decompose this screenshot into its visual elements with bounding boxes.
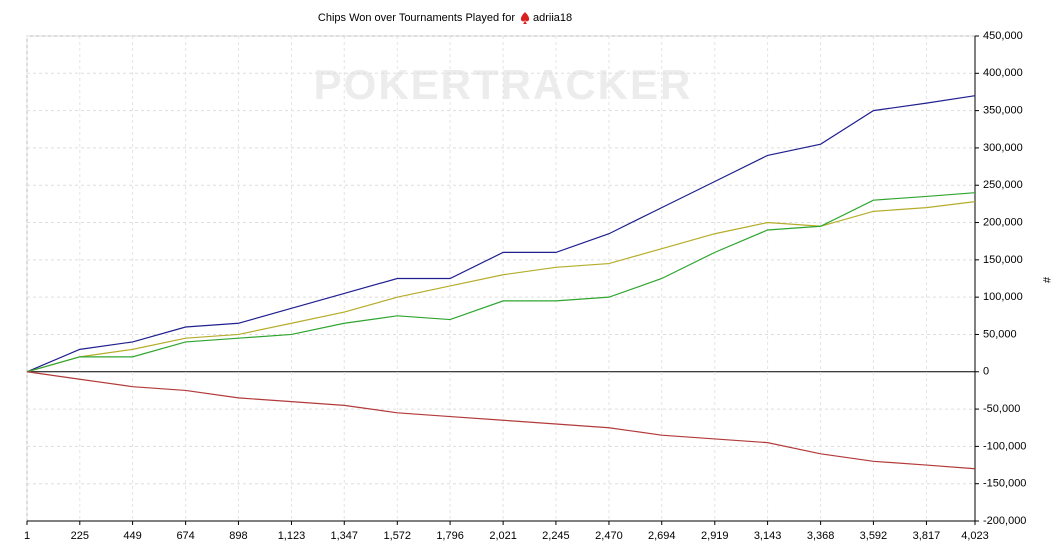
x-tick-label: 1,347: [330, 530, 358, 542]
y-tick-label: 450,000: [983, 30, 1023, 42]
x-tick-label: 1,123: [278, 530, 306, 542]
x-tick-label: 3,592: [860, 530, 888, 542]
x-tick-label: 2,470: [595, 530, 623, 542]
y-tick-label: 0: [983, 366, 989, 378]
x-tick-label: 898: [229, 530, 247, 542]
x-tick-label: 2,245: [542, 530, 570, 542]
y-tick-label: 50,000: [983, 328, 1017, 340]
x-tick-label: 2,919: [701, 530, 729, 542]
y-tick-label: -50,000: [983, 403, 1020, 415]
y-tick-label: -200,000: [983, 515, 1026, 527]
x-tick-label: 1: [24, 530, 30, 542]
y-tick-label: 350,000: [983, 105, 1023, 117]
spade-icon: [520, 12, 530, 24]
x-tick-label: 3,143: [754, 530, 782, 542]
x-tick-label: 449: [123, 530, 141, 542]
series-line: [26, 371, 976, 470]
x-tick-label: 2,694: [648, 530, 676, 542]
x-tick-label: 1,572: [384, 530, 412, 542]
watermark: POKERTRACKER: [314, 61, 693, 108]
chart-title: Chips Won over Tournaments Played for: [318, 12, 515, 24]
y-tick-label: 400,000: [983, 67, 1023, 79]
x-tick-label: 3,368: [807, 530, 835, 542]
x-tick-label: 674: [176, 530, 194, 542]
y-tick-label: -100,000: [983, 440, 1026, 452]
y-tick-label: 200,000: [983, 216, 1023, 228]
x-tick-label: 1,796: [436, 530, 464, 542]
plot-frame: [26, 35, 976, 522]
y-tick-label: 150,000: [983, 254, 1023, 266]
y-tick-label: 300,000: [983, 142, 1023, 154]
y-tick-label: -150,000: [983, 478, 1026, 490]
x-tick-label: 3,817: [913, 530, 941, 542]
y-axis-label: #: [1040, 277, 1052, 284]
y-tick-label: 100,000: [983, 291, 1023, 303]
series-line: [26, 192, 976, 373]
x-tick-label: 2,021: [489, 530, 517, 542]
x-tick-label: 4,023: [961, 530, 989, 542]
series-line: [26, 95, 976, 373]
y-tick-label: 250,000: [983, 179, 1023, 191]
player-name: adriia18: [533, 12, 572, 24]
x-tick-label: 225: [71, 530, 89, 542]
